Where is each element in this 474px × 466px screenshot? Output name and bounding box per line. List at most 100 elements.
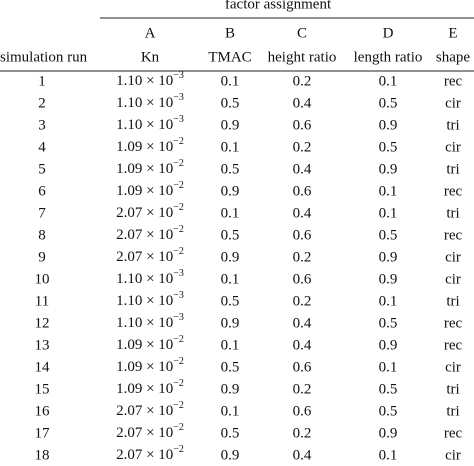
height-cell: 0.4 [293,161,312,177]
length-cell: 0.5 [379,381,398,397]
column-letter: A [145,25,156,41]
kn-cell: 1.09 × 10−2 [116,334,184,353]
tmac-cell: 0.9 [221,183,240,199]
kn-base: 1.10 × 10 [116,293,173,309]
length-cell: 0.5 [379,139,398,155]
kn-exponent: −3 [173,70,184,81]
run-cell: 18 [35,447,50,463]
column-letter: C [297,25,307,41]
kn-exponent: −3 [173,114,184,125]
run-cell: 2 [38,95,46,111]
kn-exponent: −3 [173,290,184,301]
run-cell: 6 [38,183,46,199]
column-name: shape [436,49,470,65]
length-cell: 0.1 [379,293,398,309]
length-cell: 0.9 [379,249,398,265]
length-cell: 0.9 [379,271,398,287]
tmac-cell: 0.5 [221,227,240,243]
column-name: height ratio [268,49,337,65]
length-cell: 0.1 [379,359,398,375]
kn-cell: 1.10 × 10−3 [116,70,184,89]
run-cell: 14 [35,359,51,375]
kn-exponent: −2 [173,136,184,147]
kn-base: 1.10 × 10 [116,95,173,111]
tmac-cell: 0.5 [221,359,240,375]
tmac-cell: 0.5 [221,161,240,177]
length-cell: 0.9 [379,117,398,133]
column-name: length ratio [354,49,423,65]
height-cell: 0.6 [293,403,312,419]
height-cell: 0.2 [293,381,312,397]
kn-cell: 2.07 × 10−2 [116,422,184,441]
height-cell: 0.6 [293,271,312,287]
kn-base: 2.07 × 10 [116,403,173,419]
kn-base: 1.10 × 10 [116,271,173,287]
kn-exponent: −2 [173,422,184,433]
kn-exponent: −3 [173,268,184,279]
kn-exponent: −2 [173,158,184,169]
kn-base: 2.07 × 10 [116,249,173,265]
tmac-cell: 0.9 [221,381,240,397]
height-cell: 0.6 [293,117,312,133]
kn-base: 1.09 × 10 [116,139,173,155]
run-cell: 12 [35,315,50,331]
run-cell: 4 [38,139,46,155]
kn-base: 1.10 × 10 [116,117,173,133]
length-cell: 0.5 [379,403,398,419]
run-cell: 1 [38,73,46,89]
length-cell: 0.5 [379,227,398,243]
height-cell: 0.6 [293,183,312,199]
kn-base: 2.07 × 10 [116,227,173,243]
kn-exponent: −2 [173,378,184,389]
kn-exponent: −2 [173,180,184,191]
column-letter: E [448,25,457,41]
length-cell: 0.9 [379,337,398,353]
kn-cell: 2.07 × 10−2 [116,224,184,243]
kn-base: 1.09 × 10 [116,161,173,177]
shape-cell: rec [444,337,463,353]
height-cell: 0.6 [293,227,312,243]
run-cell: 13 [35,337,50,353]
run-cell: 9 [38,249,46,265]
kn-base: 2.07 × 10 [116,425,173,441]
tmac-cell: 0.9 [221,117,240,133]
tmac-cell: 0.9 [221,315,240,331]
run-cell: 8 [38,227,46,243]
tmac-cell: 0.9 [221,249,240,265]
height-cell: 0.4 [293,447,312,463]
length-cell: 0.9 [379,425,398,441]
kn-exponent: −2 [173,444,184,455]
column-name: TMAC [208,49,251,65]
kn-base: 1.09 × 10 [116,183,173,199]
length-cell: 0.9 [379,161,398,177]
height-cell: 0.4 [293,95,312,111]
tmac-cell: 0.5 [221,293,240,309]
kn-cell: 2.07 × 10−2 [116,246,184,265]
tmac-cell: 0.1 [221,73,240,89]
kn-base: 2.07 × 10 [116,205,173,221]
tmac-cell: 0.1 [221,139,240,155]
shape-cell: tri [446,117,459,133]
kn-exponent: −2 [173,224,184,235]
shape-cell: tri [446,403,459,419]
kn-cell: 1.09 × 10−2 [116,158,184,177]
run-cell: 15 [35,381,50,397]
kn-exponent: −2 [173,246,184,257]
run-cell: 5 [38,161,46,177]
kn-cell: 2.07 × 10−2 [116,400,184,419]
length-cell: 0.1 [379,447,398,463]
height-cell: 0.2 [293,293,312,309]
length-cell: 0.1 [379,205,398,221]
tmac-cell: 0.9 [221,447,240,463]
run-cell: 16 [35,403,51,419]
length-cell: 0.5 [379,95,398,111]
shape-cell: rec [444,73,463,89]
shape-cell: rec [444,227,463,243]
kn-cell: 2.07 × 10−2 [116,444,184,463]
run-cell: 3 [38,117,46,133]
shape-cell: tri [446,381,459,397]
kn-exponent: −3 [173,92,184,103]
tmac-cell: 0.1 [221,205,240,221]
